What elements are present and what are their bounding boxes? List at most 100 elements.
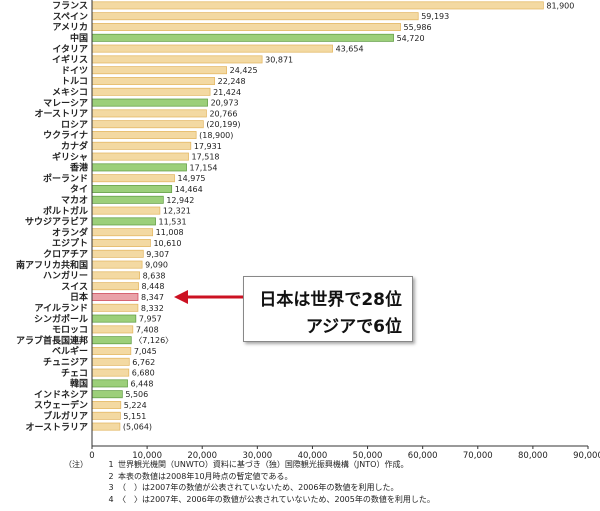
- value-label: 7,408: [136, 325, 159, 334]
- category-label: オーストリア: [34, 109, 88, 120]
- bar: [91, 260, 143, 269]
- category-label: ブルガリア: [43, 410, 88, 422]
- category-label: オーストラリア: [25, 422, 88, 433]
- bars-group: [91, 1, 544, 431]
- category-label: アメリカ: [52, 22, 88, 33]
- bar: [91, 422, 121, 431]
- annotation-arrow: [174, 290, 243, 304]
- bar: [91, 163, 187, 172]
- x-tick-label: 30,000: [242, 451, 272, 460]
- footnote-number: 4: [108, 494, 114, 504]
- value-label: 17,154: [190, 163, 218, 172]
- value-label: 24,425: [230, 66, 258, 75]
- x-tick-label: 0: [89, 451, 94, 460]
- bar: [91, 228, 154, 237]
- bar: [91, 23, 401, 31]
- category-label: 中国: [70, 32, 88, 44]
- category-label: 南アフリカ共和国: [16, 259, 88, 271]
- bar: [91, 174, 175, 183]
- bar: [91, 379, 128, 388]
- bar: [91, 77, 215, 85]
- category-label: スイス: [61, 281, 88, 292]
- value-label: 11,008: [156, 228, 184, 237]
- category-label: マレーシア: [43, 98, 88, 109]
- x-tick-label: 50,000: [353, 451, 383, 460]
- x-tick-label: 90,000: [573, 451, 600, 460]
- bar: [91, 303, 139, 312]
- category-label: マカオ: [61, 195, 88, 206]
- callout-line-1: 日本は世界で28位: [259, 290, 402, 310]
- value-label: 8,638: [143, 271, 166, 280]
- value-label: 8,332: [141, 304, 164, 313]
- bar: [91, 390, 123, 399]
- x-tick-label: 70,000: [463, 451, 493, 460]
- category-label: ポルトガル: [43, 205, 88, 217]
- value-label: 6,448: [131, 379, 154, 388]
- value-label: 55,986: [404, 23, 432, 32]
- bar: [91, 33, 394, 42]
- category-label: カナダ: [61, 140, 88, 152]
- bar: [91, 314, 137, 323]
- bar: [91, 325, 134, 334]
- footnote-text: 〈 〉は2007年、2006年の数値が公表されていないため、2005年の数値を利…: [118, 494, 435, 504]
- value-label: 6,680: [132, 369, 155, 378]
- value-label: 14,464: [175, 185, 203, 194]
- footnote-text: （ ）は2007年の数値が公表されていないため、2006年の数値を利用した。: [118, 483, 399, 493]
- bar: [91, 195, 164, 204]
- x-tick-label: 40,000: [298, 451, 328, 460]
- bar-chart: フランススペインアメリカ中国イタリアイギリスドイツトルコメキシコマレーシアオース…: [16, 0, 600, 460]
- value-label: 17,931: [194, 142, 222, 151]
- footnote-number: 2: [108, 471, 114, 481]
- value-label: 10,610: [153, 239, 181, 248]
- x-tick-label: 20,000: [187, 451, 217, 460]
- category-label: アラブ首長国連邦: [16, 334, 88, 346]
- value-label: (18,900): [199, 131, 233, 140]
- footnote-lead: [64, 482, 104, 494]
- footnote-4: 4 〈 〉は2007年、2006年の数値が公表されていないため、2005年の数値…: [64, 494, 435, 506]
- category-label: エジプト: [52, 237, 88, 249]
- value-label: 9,307: [146, 250, 169, 259]
- category-label: スウェーデン: [34, 399, 88, 411]
- footnote-text: 世界観光機関（UNWTO）資料に基づき（独）国際観光振興機構（JNTO）作成。: [118, 460, 409, 469]
- value-label: 11,531: [159, 217, 187, 226]
- category-label: ハンガリー: [43, 270, 88, 282]
- category-label: スペイン: [53, 11, 88, 22]
- category-label: オランダ: [52, 226, 88, 238]
- category-label: イタリア: [52, 43, 88, 55]
- x-tick-label: 10,000: [132, 451, 162, 460]
- category-label: シンガポール: [34, 313, 88, 325]
- bar: [91, 217, 156, 226]
- category-label: トルコ: [61, 76, 88, 87]
- category-labels: フランススペインアメリカ中国イタリアイギリスドイツトルコメキシコマレーシアオース…: [16, 1, 89, 433]
- bar: [91, 357, 130, 366]
- value-label: 12,321: [163, 207, 191, 216]
- footnote-lead: [64, 471, 104, 483]
- bar: [91, 1, 544, 10]
- footnote-2: 2 本表の数値は2008年10月時点の暫定値である。: [64, 471, 435, 483]
- category-label: 日本: [70, 291, 89, 303]
- value-label: 5,151: [123, 412, 146, 421]
- value-label: 7,957: [139, 315, 162, 324]
- bar: [91, 44, 333, 53]
- bar: [91, 98, 208, 107]
- category-label: クロアチア: [43, 249, 88, 260]
- footnote-text: 本表の数値は2008年10月時点の暫定値である。: [118, 471, 293, 481]
- category-label: 香港: [69, 162, 89, 174]
- arrow-head: [174, 290, 189, 304]
- footnote-3: 3 （ ）は2007年の数値が公表されていないため、2006年の数値を利用した。: [64, 482, 435, 494]
- footnote-1: （注） 1 世界観光機関（UNWTO）資料に基づき（独）国際観光振興機構（JNT…: [64, 459, 435, 471]
- value-labels: 81,900 59,193 55,986 54,720 43,654 30,871 24,4…: [123, 1, 574, 431]
- value-label: 7,045: [134, 347, 157, 356]
- value-label: 6,762: [132, 358, 155, 367]
- value-label: (20,199): [206, 120, 240, 129]
- category-label: 韓国: [70, 378, 88, 390]
- bar: [91, 249, 144, 258]
- category-label: ロシア: [61, 119, 88, 130]
- value-label: 〈7,126〉: [134, 336, 173, 345]
- category-label: サウジアラビア: [25, 216, 88, 228]
- bar: [91, 206, 161, 215]
- bar: [91, 293, 139, 301]
- bar: [91, 239, 151, 247]
- category-label: メキシコ: [52, 87, 88, 98]
- bar: [91, 66, 227, 75]
